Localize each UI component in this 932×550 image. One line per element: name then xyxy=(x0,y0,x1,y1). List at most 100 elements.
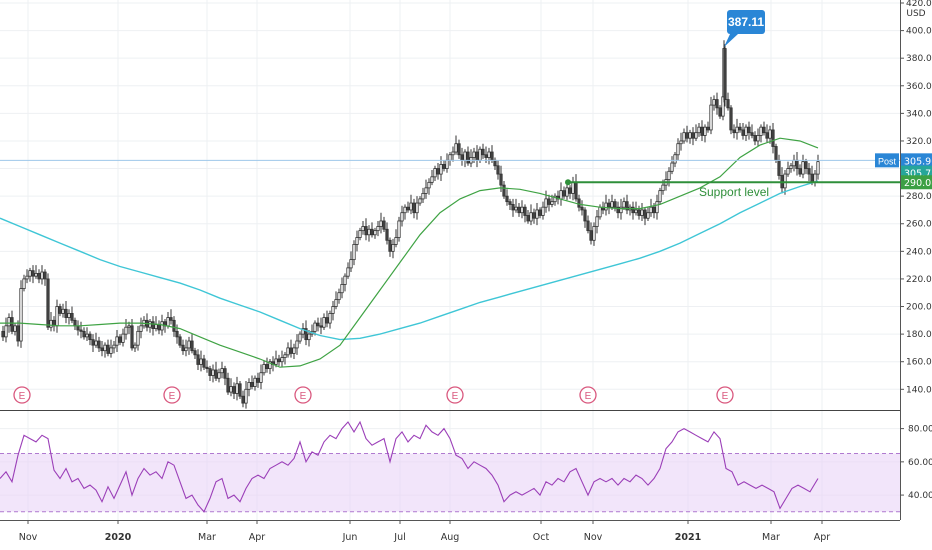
earnings-marker-label: E xyxy=(19,391,26,402)
candle-body xyxy=(807,168,811,175)
earnings-marker[interactable]: E xyxy=(446,386,464,404)
earnings-marker[interactable]: E xyxy=(294,386,312,404)
earnings-marker[interactable]: E xyxy=(716,386,734,404)
candle-body xyxy=(331,306,335,314)
candle-body xyxy=(646,212,650,219)
candle-body xyxy=(493,159,497,167)
candle-body xyxy=(424,187,428,194)
candle-body xyxy=(127,325,131,328)
time-tick-label: 2021 xyxy=(675,532,701,543)
earnings-marker[interactable]: E xyxy=(579,386,597,404)
rsi-tick-label: 40.00 xyxy=(908,491,932,501)
currency-label[interactable]: USD xyxy=(906,9,925,19)
candle-body xyxy=(181,344,185,352)
candle-body xyxy=(256,377,260,383)
candle-body xyxy=(460,154,464,161)
candle-body xyxy=(466,151,470,164)
candle-body xyxy=(157,324,161,331)
earnings-marker[interactable]: E xyxy=(13,386,31,404)
candle-body xyxy=(7,317,11,327)
candle-body xyxy=(199,358,203,365)
candle-body xyxy=(391,244,395,252)
candle-body xyxy=(70,313,74,321)
candle-body xyxy=(184,347,188,352)
last-price-value: 305.77 xyxy=(904,169,932,180)
earnings-marker-label: E xyxy=(300,391,307,402)
time-tick-label: 2020 xyxy=(105,532,132,543)
candle-body xyxy=(76,325,80,331)
candle-body xyxy=(658,190,662,203)
peak-price-callout: 387.11 xyxy=(724,10,765,47)
candle-body xyxy=(559,190,563,200)
candle-body xyxy=(406,206,410,211)
candle-body xyxy=(604,202,608,211)
candle-body xyxy=(289,347,293,354)
candle-body xyxy=(115,336,119,346)
price-axis[interactable]: 140.00 160.00 180.00 200.00 220.00 240.00 260.… xyxy=(900,0,932,395)
candle-body xyxy=(295,340,299,349)
candle-body xyxy=(298,333,302,342)
candle-body xyxy=(397,220,401,238)
price-tick-label: 260.00 xyxy=(906,220,932,230)
peak-price-value: 387.11 xyxy=(728,15,764,29)
candle-body xyxy=(394,237,398,245)
candle-body xyxy=(172,319,176,332)
time-tick-label: Apr xyxy=(814,532,831,543)
candle-body xyxy=(747,126,751,134)
earnings-marker[interactable]: E xyxy=(163,386,181,404)
grid xyxy=(0,0,900,520)
candle-body xyxy=(325,317,329,324)
candle-body xyxy=(340,284,344,294)
moving-average-slow xyxy=(0,180,819,341)
candle-body xyxy=(448,154,452,161)
candle-body xyxy=(409,202,413,211)
candle-body xyxy=(625,201,629,211)
candle-body xyxy=(220,368,224,374)
candle-body xyxy=(388,239,392,252)
candle-body xyxy=(244,388,248,404)
candle-body xyxy=(292,347,296,354)
candle-body xyxy=(496,165,500,175)
time-axis[interactable]: Nov 2020 Mar Apr Jun Jul Aug Oct Nov 2021 Mar Apr xyxy=(0,520,900,543)
candle-body xyxy=(49,319,53,328)
candle-body xyxy=(19,288,23,342)
candle-body xyxy=(439,164,443,175)
candle-body xyxy=(595,216,599,227)
candle-body xyxy=(226,377,230,393)
support-line-handle[interactable] xyxy=(565,179,571,186)
candle-body xyxy=(433,168,437,178)
candle-body xyxy=(640,209,644,216)
candle-body xyxy=(643,209,647,219)
earnings-marker-label: E xyxy=(722,391,729,402)
candle-body xyxy=(712,99,716,106)
candle-body xyxy=(454,143,458,153)
rsi-tick-label: 80.00 xyxy=(908,425,932,435)
time-tick-label: Mar xyxy=(198,532,216,543)
candle-body xyxy=(568,187,572,194)
candle-body xyxy=(541,206,545,216)
candle-body xyxy=(553,195,557,203)
price-tick-label: 160.00 xyxy=(906,358,932,368)
candlestick-series xyxy=(1,40,820,409)
candle-body xyxy=(732,129,736,134)
candle-body xyxy=(319,325,323,328)
candle-body xyxy=(118,336,122,343)
support-price-tag xyxy=(901,175,932,190)
candle-body xyxy=(529,212,533,222)
candle-body xyxy=(697,126,701,134)
candle-body xyxy=(532,212,536,219)
candle-body xyxy=(277,358,281,363)
candle-body xyxy=(376,226,380,232)
candle-body xyxy=(502,184,506,197)
candle-body xyxy=(85,333,89,338)
candle-body xyxy=(520,206,524,214)
candle-body xyxy=(514,206,518,211)
candle-body xyxy=(759,126,763,136)
price-tick-label: 340.00 xyxy=(906,109,932,119)
candle-body xyxy=(25,275,29,280)
candle-body xyxy=(798,168,802,175)
candle-body xyxy=(762,126,766,134)
candle-body xyxy=(55,306,59,327)
candle-body xyxy=(217,372,221,379)
